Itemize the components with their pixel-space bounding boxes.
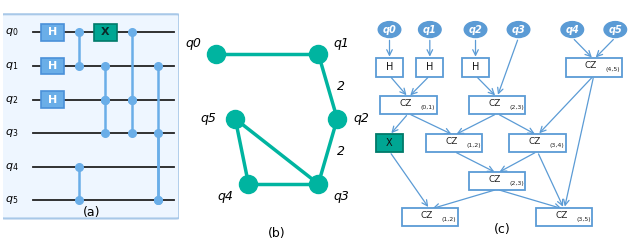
FancyBboxPatch shape — [376, 134, 403, 152]
Text: q1: q1 — [423, 24, 436, 35]
Text: (1,2): (1,2) — [466, 143, 481, 148]
Text: H: H — [386, 62, 393, 73]
Text: q0: q0 — [186, 37, 202, 50]
Text: (2,3): (2,3) — [509, 105, 524, 110]
Text: CZ: CZ — [585, 61, 597, 71]
FancyBboxPatch shape — [376, 59, 403, 76]
Circle shape — [419, 22, 441, 37]
Text: (3,4): (3,4) — [549, 143, 564, 148]
FancyBboxPatch shape — [566, 59, 622, 76]
Circle shape — [604, 22, 627, 37]
Text: q3: q3 — [333, 190, 349, 203]
Text: q3: q3 — [511, 24, 525, 35]
Text: q4: q4 — [565, 24, 579, 35]
Text: 2: 2 — [337, 80, 345, 93]
Text: X: X — [101, 27, 109, 37]
Text: (4,5): (4,5) — [606, 67, 621, 72]
FancyBboxPatch shape — [41, 58, 64, 74]
Text: (3,5): (3,5) — [576, 217, 591, 222]
Circle shape — [561, 22, 584, 37]
Text: H: H — [426, 62, 433, 73]
FancyBboxPatch shape — [468, 97, 525, 114]
Text: q2: q2 — [354, 112, 370, 125]
Text: H: H — [48, 27, 57, 37]
Text: H: H — [472, 62, 479, 73]
Text: CZ: CZ — [399, 99, 412, 108]
FancyBboxPatch shape — [462, 59, 489, 76]
Text: (1,2): (1,2) — [442, 217, 456, 222]
Text: (a): (a) — [83, 206, 100, 219]
FancyBboxPatch shape — [41, 24, 64, 41]
Text: CZ: CZ — [529, 137, 541, 146]
FancyBboxPatch shape — [41, 91, 64, 108]
Text: CZ: CZ — [488, 175, 500, 184]
FancyBboxPatch shape — [380, 97, 436, 114]
FancyBboxPatch shape — [417, 59, 444, 76]
FancyBboxPatch shape — [402, 208, 458, 226]
Text: CZ: CZ — [556, 211, 568, 220]
FancyBboxPatch shape — [426, 134, 483, 152]
Text: q2: q2 — [468, 24, 483, 35]
FancyBboxPatch shape — [536, 208, 593, 226]
Text: $q_1$: $q_1$ — [5, 60, 19, 72]
Text: (0,1): (0,1) — [420, 105, 435, 110]
Circle shape — [464, 22, 487, 37]
Text: q1: q1 — [333, 37, 349, 50]
Text: 2: 2 — [337, 145, 345, 158]
Text: H: H — [48, 61, 57, 71]
Text: (c): (c) — [494, 223, 511, 236]
FancyBboxPatch shape — [94, 24, 116, 41]
Text: q5: q5 — [201, 112, 217, 125]
Text: CZ: CZ — [421, 211, 433, 220]
FancyBboxPatch shape — [1, 14, 179, 219]
Text: $q_4$: $q_4$ — [5, 161, 19, 173]
Text: q0: q0 — [383, 24, 396, 35]
Text: $q_2$: $q_2$ — [5, 94, 18, 106]
Text: q4: q4 — [218, 190, 234, 203]
Circle shape — [508, 22, 530, 37]
Text: (b): (b) — [268, 227, 285, 240]
FancyBboxPatch shape — [509, 134, 566, 152]
Text: (2,3): (2,3) — [509, 181, 524, 186]
FancyBboxPatch shape — [468, 172, 525, 190]
Text: q5: q5 — [609, 24, 622, 35]
Text: CZ: CZ — [445, 137, 458, 146]
Circle shape — [378, 22, 401, 37]
Text: X: X — [386, 138, 393, 148]
Text: $q_0$: $q_0$ — [5, 26, 19, 38]
Text: CZ: CZ — [488, 99, 500, 108]
Text: $q_5$: $q_5$ — [5, 194, 19, 206]
Text: $q_3$: $q_3$ — [5, 127, 19, 139]
Text: H: H — [48, 95, 57, 105]
